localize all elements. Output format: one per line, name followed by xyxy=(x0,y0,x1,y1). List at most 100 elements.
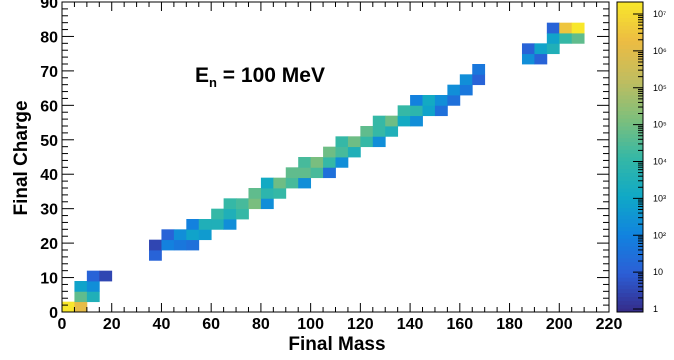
colorbar-segment xyxy=(617,184,643,189)
colorbar-segment xyxy=(617,13,643,19)
heatmap-cell xyxy=(323,157,336,168)
heatmap-cell xyxy=(211,219,225,230)
colorbar-segment xyxy=(617,114,643,119)
heatmap-cell xyxy=(248,188,262,199)
colorbar-segment xyxy=(617,33,643,38)
colorbar-segment xyxy=(617,98,643,104)
heatmap-cell xyxy=(161,239,175,251)
colorbar-label: 10⁶ xyxy=(653,46,667,56)
colorbar-segment xyxy=(617,102,643,108)
heatmap-cell xyxy=(198,229,212,241)
heatmap-cell xyxy=(372,136,386,148)
heatmap-cell xyxy=(236,198,249,210)
axis-ticks: 0 20 40 60 80 100 120 140 160 180 200 220 0 10 20 30 40 5… xyxy=(40,0,622,333)
colorbar-segment xyxy=(617,199,643,205)
heatmap-cell xyxy=(410,95,423,106)
colorbar-segment xyxy=(617,168,643,174)
colorbar-segment xyxy=(617,149,643,154)
colorbar-segment xyxy=(617,304,643,309)
colorbar-segment xyxy=(617,215,643,220)
heatmap-cell xyxy=(273,188,287,199)
heatmap-cell xyxy=(298,167,312,179)
colorbar-segment xyxy=(617,257,643,263)
heatmap-cell xyxy=(546,33,560,44)
colorbar-segment xyxy=(617,242,643,247)
heatmap-cell xyxy=(285,167,299,179)
x-tick-label: 120 xyxy=(347,316,374,333)
energy-annotation: En = 100 MeV xyxy=(195,64,325,90)
colorbar-segment xyxy=(617,17,643,22)
heatmap-cell xyxy=(559,33,573,44)
colorbar-segment xyxy=(617,29,643,34)
colorbar-segment xyxy=(617,269,643,274)
heatmap-cell xyxy=(559,22,573,34)
heatmap-cell xyxy=(223,198,237,210)
heatmap-cell xyxy=(347,136,361,148)
x-tick-label: 160 xyxy=(446,316,473,333)
colorbar-segment xyxy=(617,83,643,88)
heatmap-cell xyxy=(521,43,535,55)
colorbar-label: 10⁵ xyxy=(653,83,667,93)
y-tick-label: 90 xyxy=(40,0,58,12)
colorbar-segment xyxy=(617,246,643,251)
heatmap-cell xyxy=(372,115,386,127)
heatmap-cell xyxy=(211,208,225,220)
heatmap-cell xyxy=(472,74,486,86)
heatmap-cell xyxy=(521,53,535,65)
colorbar-segment xyxy=(617,48,643,53)
colorbar-label: 10³ xyxy=(653,193,666,203)
heatmap-cell xyxy=(285,177,299,189)
y-tick-label: 0 xyxy=(49,305,58,322)
colorbar-segment xyxy=(617,106,643,112)
colorbar-segment xyxy=(617,95,643,100)
colorbar-segment xyxy=(617,261,643,267)
heatmap-cell xyxy=(99,270,113,282)
colorbar: 1 10 10² 10³ 10⁴ 10⁵ 10⁵ 10⁶ 10⁷ xyxy=(616,1,667,314)
heatmap-cell xyxy=(372,126,386,137)
colorbar-segment xyxy=(617,110,643,115)
heatmap-cell xyxy=(74,291,88,303)
y-tick-label: 20 xyxy=(40,236,58,253)
colorbar-segment xyxy=(617,176,643,181)
colorbar-segment xyxy=(617,180,643,185)
colorbar-segment xyxy=(617,60,643,65)
heatmap-cell xyxy=(298,177,312,189)
colorbar-segment xyxy=(617,226,643,232)
heatmap-cell xyxy=(310,167,324,179)
heatmap-cell xyxy=(149,250,162,261)
heatmap-cell xyxy=(223,208,237,220)
colorbar-segment xyxy=(617,277,643,282)
heatmap-cell xyxy=(360,126,374,137)
colorbar-segment xyxy=(617,211,643,216)
colorbar-segment xyxy=(617,67,643,73)
heatmap-cell xyxy=(86,281,100,292)
heatmap-cell xyxy=(546,43,560,55)
colorbar-segment xyxy=(617,122,643,127)
heatmap-cell xyxy=(149,239,162,251)
heatmap-cell xyxy=(459,74,473,86)
colorbar-segment xyxy=(617,141,643,146)
heatmap-cell xyxy=(198,219,212,230)
colorbar-segment xyxy=(617,25,643,30)
y-tick-label: 30 xyxy=(40,202,58,219)
colorbar-label: 10 xyxy=(653,267,663,277)
heatmap-cell xyxy=(86,270,100,282)
heatmap-cell xyxy=(260,177,274,189)
colorbar-segment xyxy=(617,118,643,123)
heatmap-cell xyxy=(173,239,187,251)
colorbar-segment xyxy=(617,172,643,177)
colorbar-segment xyxy=(617,52,643,57)
colorbar-segment xyxy=(617,219,643,224)
colorbar-segment xyxy=(617,253,643,259)
heatmap-cell xyxy=(298,157,312,168)
colorbar-segment xyxy=(617,36,643,42)
colorbar-segment xyxy=(617,2,643,7)
heatmap-cell xyxy=(186,239,200,251)
heatmap-cell xyxy=(422,105,436,117)
colorbar-segment xyxy=(617,145,643,150)
annotation-text: = 100 MeV xyxy=(217,64,325,87)
x-tick-label: 20 xyxy=(103,316,121,333)
heatmap-cell xyxy=(335,157,349,168)
colorbar-label: 10² xyxy=(653,230,666,240)
